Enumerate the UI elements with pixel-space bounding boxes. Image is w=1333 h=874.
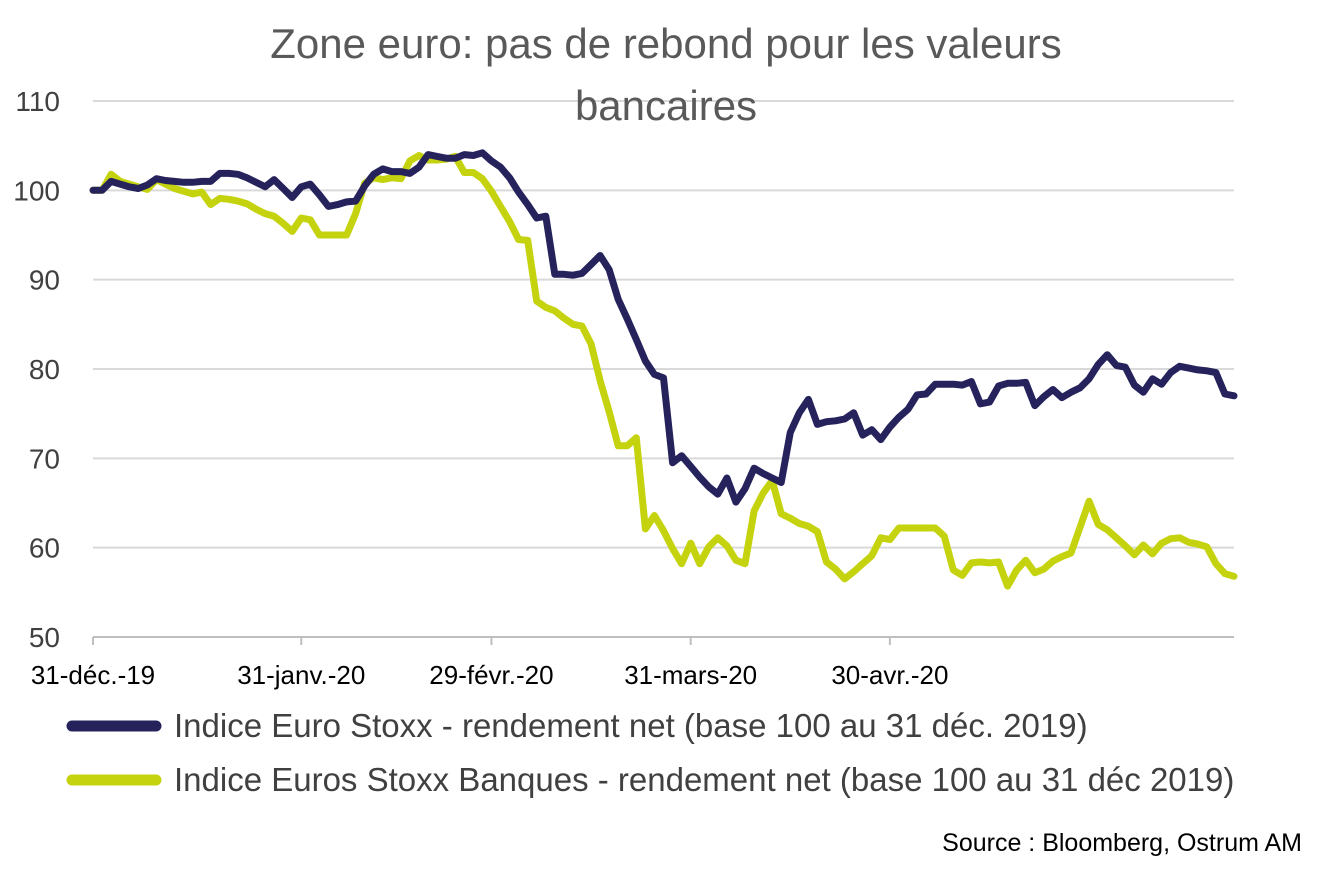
legend-label-euro-stoxx: Indice Euro Stoxx - rendement net (base …	[174, 707, 1088, 744]
series-lines	[89, 149, 1238, 590]
x-tick-label-1: 31-janv.-20	[237, 660, 365, 690]
x-tick-label-0: 31-déc.-19	[31, 660, 155, 690]
series-line-euro-stoxx	[89, 149, 1238, 506]
y-tick-label-50: 50	[29, 622, 60, 653]
chart-title: Zone euro: pas de rebond pour les valeur…	[270, 20, 1062, 129]
source-note: Source : Bloomberg, Ostrum AM	[942, 829, 1302, 857]
y-axis-tick-labels: 50 60 70 80 90 100 110	[13, 86, 60, 653]
y-tick-label-100: 100	[13, 175, 60, 206]
x-tick-label-2: 29-févr.-20	[429, 660, 553, 690]
legend: Indice Euro Stoxx - rendement net (base …	[66, 707, 1234, 798]
legend-label-euro-stoxx-banques: Indice Euros Stoxx Banques - rendement n…	[174, 761, 1234, 798]
gridlines	[93, 100, 1234, 549]
y-tick-label-90: 90	[29, 265, 60, 296]
y-tick-label-80: 80	[29, 354, 60, 385]
series-line-euro-stoxx-banques	[89, 152, 1238, 590]
x-axis-tick-labels: 31-déc.-19 31-janv.-20 29-févr.-20 31-mars-…	[31, 660, 949, 690]
chart-title-line-1: Zone euro: pas de rebond pour les valeur…	[270, 20, 1062, 67]
x-tick-label-3: 31-mars-20	[624, 660, 757, 690]
y-tick-label-70: 70	[29, 443, 60, 474]
axes	[92, 636, 1234, 645]
y-tick-label-60: 60	[29, 533, 60, 564]
y-tick-label-110: 110	[15, 86, 60, 117]
chart-title-line-2: bancaires	[575, 82, 757, 129]
x-tick-label-4: 30-avr.-20	[831, 660, 948, 690]
